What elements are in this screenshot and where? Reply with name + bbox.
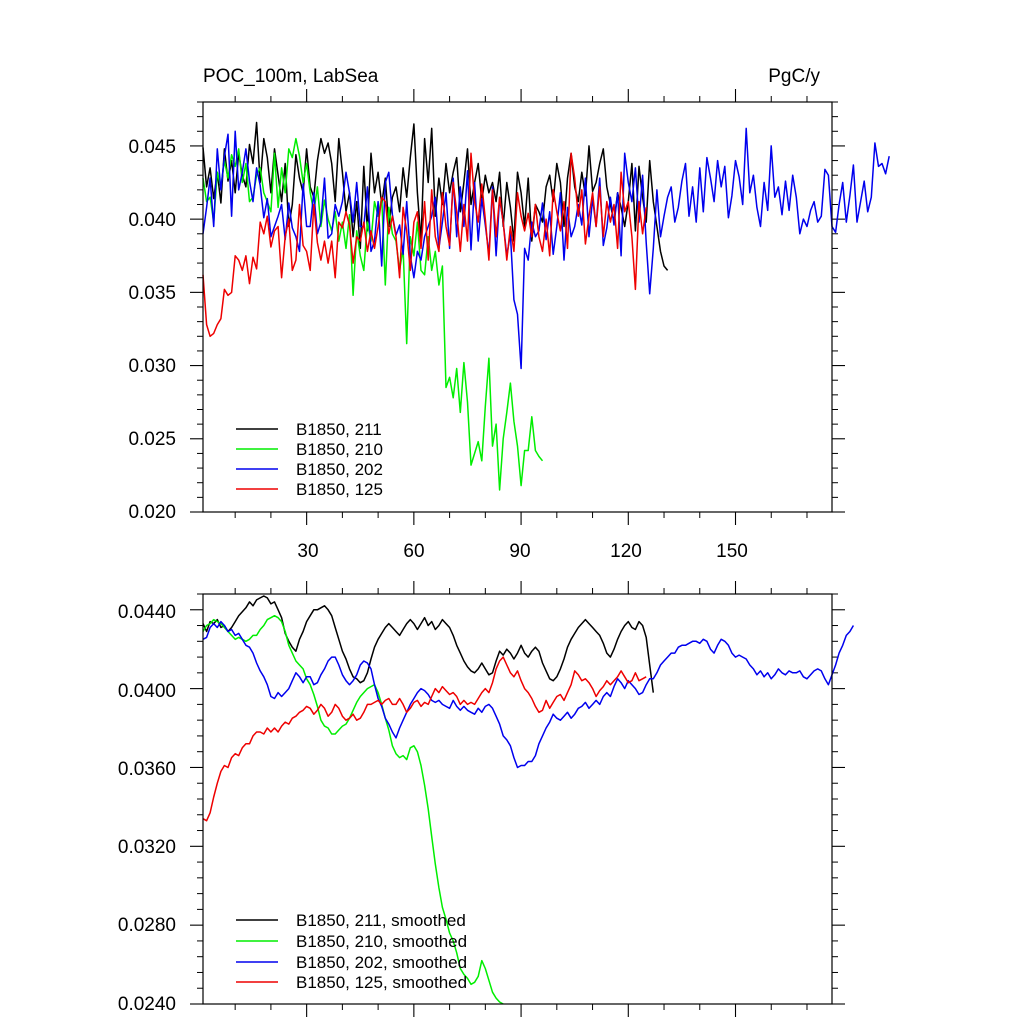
top-series-line-2 (202, 127, 890, 370)
top-x-tick-label: 60 (403, 541, 424, 562)
top-axis-ticks (190, 89, 845, 525)
top-legend: B1850, 211 B1850, 210 B1850, 202 B1850, … (236, 420, 383, 499)
top-x-tick-label: 90 (509, 541, 530, 562)
top-x-tick-labels: 30 60 90 120 150 (297, 541, 747, 562)
bottom-y-tick-label: 0.0240 (118, 994, 176, 1015)
top-title-left: POC_100m, LabSea (203, 66, 379, 87)
top-series-line-0 (202, 121, 669, 271)
bottom-legend-label: B1850, 211, smoothed (296, 911, 466, 930)
top-panel: POC_100m, LabSea PgC/y 0.020 0.025 0.030… (128, 66, 890, 562)
top-y-tick-label: 0.035 (128, 283, 176, 304)
top-legend-label: B1850, 211 (296, 420, 382, 439)
top-legend-label: B1850, 125 (296, 480, 383, 499)
bottom-plot-frame (202, 593, 833, 1005)
bot-series-line-3 (202, 656, 647, 822)
top-title-right: PgC/y (768, 66, 820, 87)
bottom-y-tick-label: 0.0320 (118, 837, 176, 858)
top-series-line-3 (202, 152, 647, 338)
bottom-legend-label: B1850, 210, smoothed (296, 932, 467, 951)
bot-series-line-0 (202, 595, 655, 693)
top-y-tick-label: 0.020 (128, 502, 176, 523)
bottom-y-tick-label: 0.0360 (118, 759, 176, 780)
top-y-tick-label: 0.045 (128, 137, 176, 158)
top-x-tick-label: 30 (297, 541, 318, 562)
top-y-tick-label: 0.025 (128, 429, 176, 450)
top-y-tick-label: 0.030 (128, 356, 176, 377)
top-series-group (202, 121, 890, 491)
bot-series-line-2 (202, 620, 855, 769)
bottom-legend-label: B1850, 202, smoothed (296, 953, 467, 972)
top-x-tick-label: 150 (716, 541, 748, 562)
bottom-y-tick-label: 0.0280 (118, 915, 176, 936)
bottom-series-group (202, 595, 855, 1005)
bottom-axis-ticks (190, 581, 845, 1017)
bottom-y-tick-label: 0.0400 (118, 681, 176, 702)
top-legend-label: B1850, 210 (296, 440, 383, 459)
bottom-panel: 0.0240 0.0280 0.0320 0.0360 0.0400 0.044… (118, 581, 855, 1017)
top-x-tick-label: 120 (610, 541, 642, 562)
bot-series-line-1 (202, 614, 504, 1005)
top-y-tick-labels: 0.020 0.025 0.030 0.035 0.040 0.045 (128, 137, 176, 523)
bottom-legend: B1850, 211, smoothed B1850, 210, smoothe… (236, 911, 467, 992)
bottom-y-tick-labels: 0.0240 0.0280 0.0320 0.0360 0.0400 0.044… (118, 602, 176, 1015)
top-series-line-1 (202, 137, 544, 491)
top-plot-frame (202, 101, 833, 513)
top-y-tick-label: 0.040 (128, 210, 176, 231)
top-legend-label: B1850, 202 (296, 460, 383, 479)
bottom-y-tick-label: 0.0440 (118, 602, 176, 623)
bottom-legend-label: B1850, 125, smoothed (296, 973, 467, 992)
